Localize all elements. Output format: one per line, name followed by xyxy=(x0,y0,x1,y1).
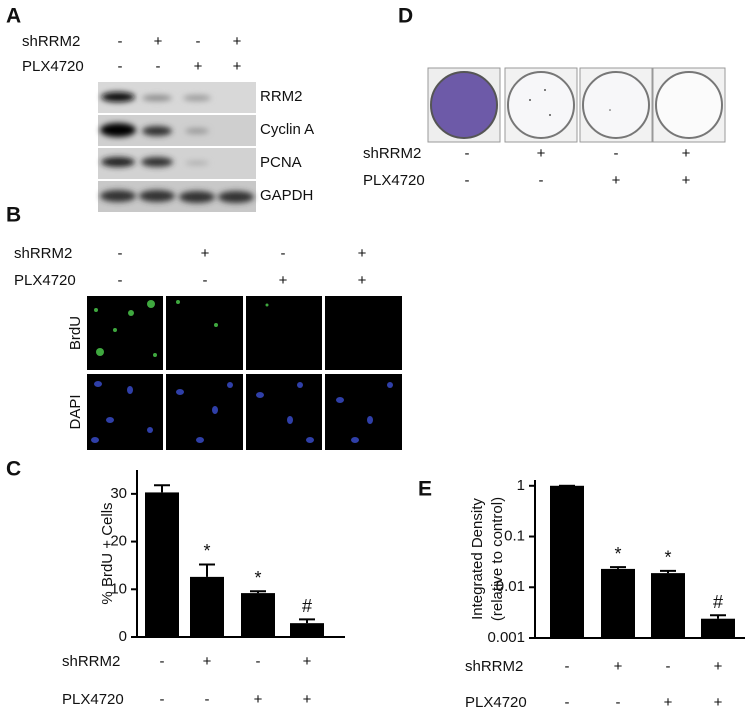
condition-sign: - xyxy=(196,33,201,50)
condition-sign: - xyxy=(666,658,671,675)
blot-label: Cyclin A xyxy=(260,121,314,138)
blot-label: RRM2 xyxy=(260,88,303,105)
condition-sign: + xyxy=(664,694,673,711)
condition-sign: + xyxy=(612,172,621,189)
condition-sign: - xyxy=(118,245,123,262)
western-blot xyxy=(98,82,256,212)
condition-sign: - xyxy=(203,272,208,289)
condition-name: PLX4720 xyxy=(14,272,76,289)
condition-sign: - xyxy=(281,245,286,262)
condition-name: shRRM2 xyxy=(14,245,72,262)
stain-label: DAPI xyxy=(67,394,84,429)
condition-name: PLX4720 xyxy=(363,172,425,189)
bar xyxy=(651,573,685,638)
condition-sign: - xyxy=(465,172,470,189)
condition-sign: - xyxy=(118,272,123,289)
condition-name: shRRM2 xyxy=(62,653,120,670)
bar xyxy=(601,568,635,638)
condition-sign: + xyxy=(303,653,312,670)
colony-dishes xyxy=(427,67,726,143)
condition-sign: + xyxy=(303,691,312,708)
condition-sign: + xyxy=(358,272,367,289)
condition-sign: - xyxy=(465,145,470,162)
y-axis-label: % BrdU + Cells xyxy=(99,502,116,604)
y-tick-label: 10 xyxy=(110,580,127,597)
significance-marker: * xyxy=(664,548,671,568)
condition-sign: - xyxy=(616,694,621,711)
error-bar xyxy=(710,614,726,619)
panel-label: C xyxy=(6,458,21,481)
condition-name: PLX4720 xyxy=(22,58,84,75)
condition-name: PLX4720 xyxy=(465,694,527,711)
blot-label: GAPDH xyxy=(260,187,313,204)
significance-marker: # xyxy=(713,592,723,612)
condition-sign: + xyxy=(203,653,212,670)
condition-sign: + xyxy=(537,145,546,162)
condition-sign: - xyxy=(614,145,619,162)
condition-sign: + xyxy=(154,33,163,50)
condition-name: shRRM2 xyxy=(363,145,421,162)
error-bar xyxy=(199,563,215,577)
y-tick-label: 20 xyxy=(110,533,127,550)
bar xyxy=(241,593,275,637)
y-tick-label: 1 xyxy=(517,477,525,494)
condition-sign: + xyxy=(714,694,723,711)
blot-label: PCNA xyxy=(260,154,302,171)
error-bar xyxy=(250,590,266,594)
bar xyxy=(290,623,324,637)
condition-sign: + xyxy=(201,245,210,262)
condition-sign: - xyxy=(118,33,123,50)
error-bar xyxy=(299,618,315,624)
error-bar xyxy=(610,566,626,569)
y-tick-label: 0 xyxy=(119,628,127,645)
condition-sign: + xyxy=(358,245,367,262)
bar xyxy=(145,492,179,637)
condition-sign: - xyxy=(160,653,165,670)
condition-sign: + xyxy=(233,58,242,75)
y-tick-label: 0.01 xyxy=(496,578,525,595)
panel-label: B xyxy=(6,204,21,227)
y-tick-label: 0.1 xyxy=(504,527,525,544)
significance-marker: * xyxy=(614,544,621,564)
y-axis-label: (relative to control) xyxy=(489,497,506,621)
error-bar xyxy=(154,484,170,493)
panel-label: D xyxy=(398,5,413,28)
condition-sign: + xyxy=(233,33,242,50)
significance-marker: # xyxy=(302,596,312,616)
condition-sign: + xyxy=(194,58,203,75)
condition-sign: - xyxy=(160,691,165,708)
condition-sign: - xyxy=(205,691,210,708)
condition-sign: - xyxy=(256,653,261,670)
condition-sign: - xyxy=(118,58,123,75)
panel-label: E xyxy=(418,478,432,501)
condition-sign: - xyxy=(565,694,570,711)
condition-sign: - xyxy=(565,658,570,675)
micrographs xyxy=(87,296,402,450)
y-axis-label: Integrated Density xyxy=(469,498,486,620)
condition-name: shRRM2 xyxy=(465,658,523,675)
bar xyxy=(190,576,224,637)
condition-name: PLX4720 xyxy=(62,691,124,708)
significance-marker: * xyxy=(203,541,210,561)
error-bar xyxy=(660,569,676,574)
panel-label: A xyxy=(6,5,21,28)
condition-sign: - xyxy=(539,172,544,189)
condition-sign: - xyxy=(156,58,161,75)
condition-sign: + xyxy=(254,691,263,708)
condition-name: shRRM2 xyxy=(22,33,80,50)
condition-sign: + xyxy=(614,658,623,675)
significance-marker: * xyxy=(254,568,261,588)
condition-sign: + xyxy=(714,658,723,675)
condition-sign: + xyxy=(279,272,288,289)
condition-sign: + xyxy=(682,145,691,162)
y-tick-label: 0.001 xyxy=(487,629,525,646)
stain-label: BrdU xyxy=(67,316,84,350)
bar xyxy=(550,485,584,638)
y-tick-label: 30 xyxy=(110,485,127,502)
bar xyxy=(701,618,735,638)
condition-sign: + xyxy=(682,172,691,189)
